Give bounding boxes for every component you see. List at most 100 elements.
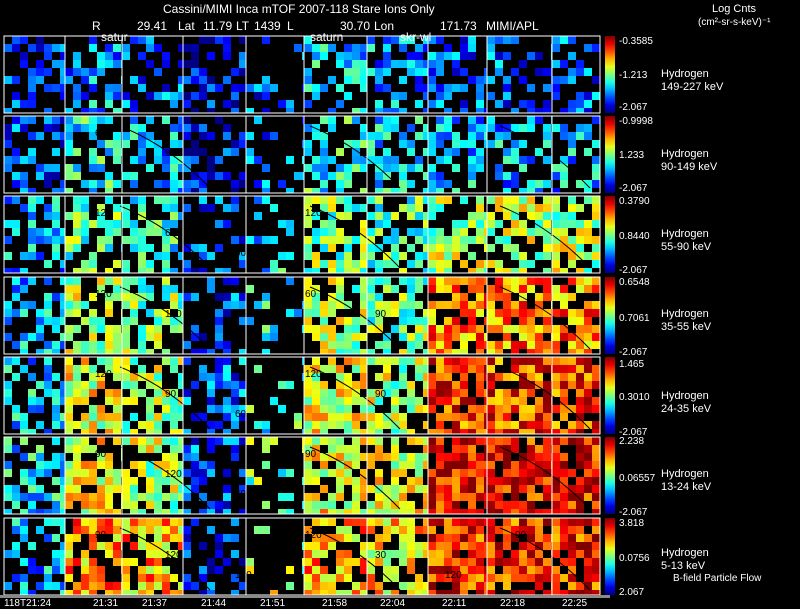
heatmap-cell	[436, 558, 444, 566]
heatmap-cell	[543, 293, 551, 301]
heatmap-cell	[391, 285, 399, 293]
heatmap-cell	[223, 469, 231, 477]
heatmap-cell	[560, 509, 568, 514]
heatmap-cell	[452, 558, 460, 566]
heatmap-cell	[527, 124, 535, 132]
heatmap-cell	[527, 52, 535, 60]
heatmap-cell	[65, 590, 73, 595]
heatmap-cell	[367, 566, 375, 574]
heatmap-cell	[484, 590, 487, 595]
heatmap-cell	[391, 236, 399, 244]
heatmap-cell	[375, 220, 383, 228]
heatmap-cell	[336, 100, 344, 108]
heatmap-cell	[552, 228, 560, 236]
heatmap-cell	[73, 453, 81, 461]
heatmap-cell	[495, 542, 503, 550]
heatmap-cell	[352, 52, 360, 60]
heatmap-cell	[44, 357, 52, 365]
heatmap-cell	[113, 373, 121, 381]
heatmap-cell	[495, 309, 503, 317]
heatmap-cell	[428, 268, 436, 273]
heatmap-cell	[60, 140, 65, 148]
heatmap-cell	[105, 365, 113, 373]
heatmap-cell	[360, 244, 367, 252]
heatmap-cell	[360, 566, 367, 574]
contour-label: 60	[165, 228, 177, 239]
heatmap-cell	[428, 148, 436, 156]
heatmap-cell	[584, 421, 592, 429]
heatmap-cell	[452, 357, 460, 365]
heatmap-cell	[391, 574, 399, 582]
heatmap-cell	[146, 381, 154, 389]
heatmap-cell	[543, 574, 551, 582]
heatmap-cell	[178, 373, 183, 381]
heatmap-cell	[328, 590, 336, 595]
heatmap-cell	[584, 309, 592, 317]
heatmap-cell	[191, 477, 199, 485]
heatmap-cell	[73, 301, 81, 309]
heatmap-cell	[286, 100, 294, 108]
heatmap-cell	[65, 477, 73, 485]
heatmap-cell	[105, 590, 113, 595]
heatmap-cell	[286, 381, 294, 389]
heatmap-cell	[503, 76, 511, 84]
heatmap-cell	[584, 453, 592, 461]
heatmap-cell	[360, 260, 367, 268]
heatmap-cell	[138, 301, 146, 309]
heatmap-cell	[312, 550, 320, 558]
heatmap-cell	[568, 36, 576, 44]
heatmap-cell	[28, 357, 36, 365]
heatmap-cell	[444, 357, 452, 365]
heatmap-cell	[407, 36, 415, 44]
heatmap-cell	[592, 397, 600, 405]
heatmap-cell	[460, 228, 468, 236]
heatmap-cell	[146, 244, 154, 252]
heatmap-cell	[436, 365, 444, 373]
heatmap-cell	[130, 100, 138, 108]
heatmap-cell	[487, 453, 495, 461]
heatmap-cell	[20, 156, 28, 164]
heatmap-cell	[444, 509, 452, 514]
heatmap-cell	[336, 180, 344, 188]
heatmap-cell	[428, 212, 436, 220]
heatmap-cell	[44, 469, 52, 477]
heatmap-cell	[73, 244, 81, 252]
heatmap-cell	[375, 260, 383, 268]
heatmap-cell	[336, 52, 344, 60]
heatmap-cell	[383, 389, 391, 397]
heatmap-cell	[122, 293, 130, 301]
heatmap-cell	[428, 301, 436, 309]
heatmap-cell	[4, 445, 12, 453]
heatmap-cell	[223, 373, 231, 381]
heatmap-cell	[130, 461, 138, 469]
heatmap-cell	[183, 76, 191, 84]
heatmap-cell	[89, 493, 97, 501]
heatmap-cell	[170, 180, 178, 188]
heatmap-cell	[162, 244, 170, 252]
heatmap-cell	[162, 156, 170, 164]
heatmap-cell	[52, 317, 60, 325]
heatmap-cell	[65, 413, 73, 421]
heatmap-cell	[162, 437, 170, 445]
heatmap-cell	[487, 437, 495, 445]
heatmap-cell	[105, 461, 113, 469]
heatmap-cell	[154, 558, 162, 566]
heatmap-cell	[312, 558, 320, 566]
heatmap-cell	[560, 534, 568, 542]
heatmap-cell	[375, 509, 383, 514]
heatmap-cell	[415, 156, 423, 164]
heatmap-cell	[535, 550, 543, 558]
heatmap-cell	[138, 36, 146, 44]
heatmap-cell	[511, 180, 519, 188]
heatmap-cell	[199, 244, 207, 252]
heatmap-cell	[162, 285, 170, 293]
heatmap-cell	[423, 357, 428, 365]
heatmap-cell	[552, 437, 560, 445]
heatmap-cell	[223, 301, 231, 309]
heatmap-cell	[383, 220, 391, 228]
heatmap-cell	[476, 132, 484, 140]
heatmap-cell	[484, 333, 487, 341]
heatmap-cell	[215, 220, 223, 228]
heatmap-cell	[367, 309, 375, 317]
